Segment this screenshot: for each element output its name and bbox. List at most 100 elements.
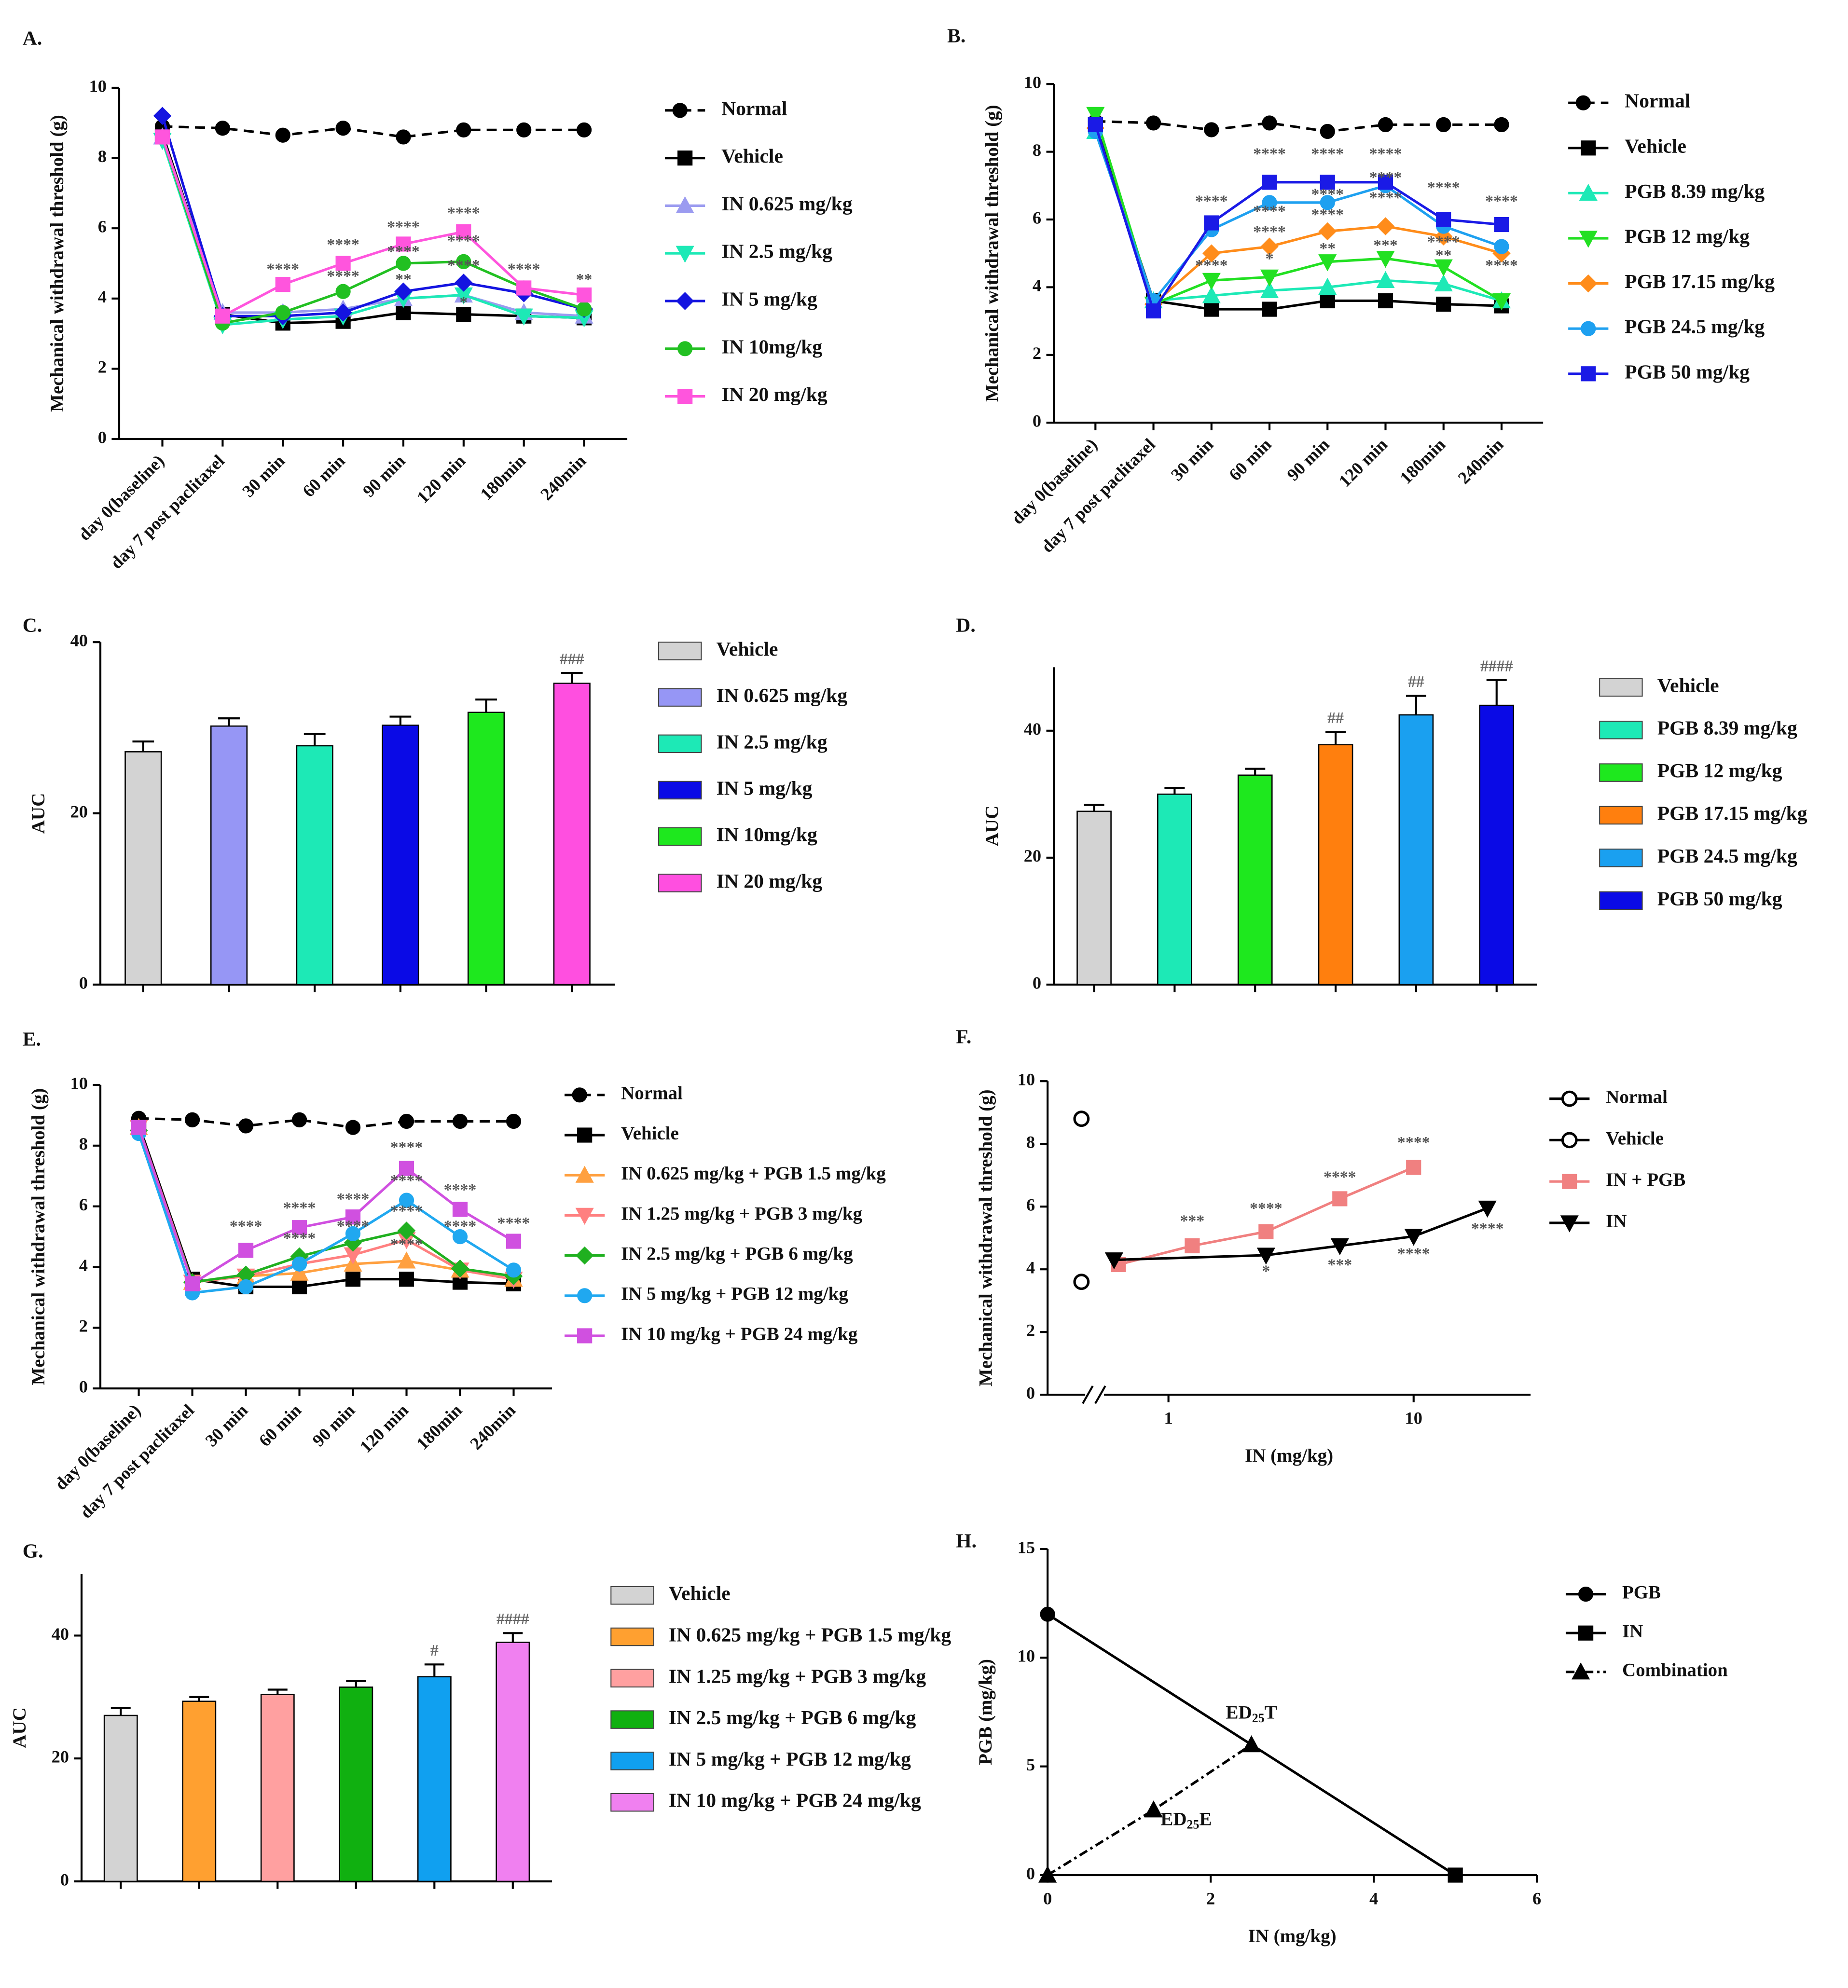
marker (1262, 195, 1277, 210)
marker (1318, 254, 1337, 272)
legend-label: IN + PGB (1606, 1169, 1685, 1190)
x-tick-label: 60 min (1225, 435, 1275, 484)
x-tick-label: 180min (476, 451, 529, 504)
x-tick-label: 30 min (238, 451, 288, 501)
annotation: **** (387, 218, 420, 236)
x-tick-label: 90 min (359, 451, 409, 501)
marker (1144, 1800, 1163, 1818)
y-tick-label: 2 (1026, 1321, 1035, 1340)
legend-label: IN 1.25 mg/kg + PGB 3 mg/kg (669, 1665, 926, 1687)
marker (396, 236, 411, 252)
y-tick-label: 6 (98, 217, 107, 236)
y-tick-label: 40 (52, 1624, 69, 1644)
y-tick-label: 10 (1018, 1646, 1035, 1666)
y-axis-label: Mechanical withdrawal threshold (g) (47, 115, 68, 412)
annotation: **** (1253, 203, 1286, 220)
marker (1448, 1867, 1463, 1883)
bar (1076, 810, 1112, 986)
marker (1492, 293, 1511, 311)
y-tick-label: 0 (79, 1377, 88, 1397)
legend-label: IN 0.625 mg/kg + PGB 1.5 mg/kg (621, 1163, 886, 1184)
annotation: * (459, 293, 468, 311)
y-tick-label: 20 (1024, 846, 1041, 865)
marker (1320, 123, 1335, 139)
annotation: **** (1485, 192, 1518, 210)
marker (1494, 117, 1509, 133)
marker (1436, 117, 1451, 133)
marker (1262, 115, 1277, 131)
marker (291, 1279, 307, 1295)
marker (1185, 1238, 1200, 1254)
x-tick-label: 240min (537, 451, 590, 504)
annotation: **** (444, 1217, 477, 1235)
annotation: **** (337, 1217, 370, 1235)
annotation: **** (390, 1202, 423, 1220)
bar (1237, 774, 1273, 986)
legend-label: PGB 12 mg/kg (1657, 759, 1782, 781)
marker (396, 256, 411, 271)
legend-label: PGB 50 mg/kg (1625, 360, 1750, 383)
marker (1376, 217, 1395, 235)
marker (1204, 215, 1219, 231)
legend-swatch (610, 1627, 654, 1646)
legend-label: Vehicle (721, 145, 783, 167)
marker (1406, 1160, 1421, 1175)
legend-label: IN 2.5 mg/kg + PGB 6 mg/kg (669, 1706, 916, 1728)
x-tick-label: 1 (1164, 1409, 1173, 1428)
marker (335, 121, 351, 136)
marker (1204, 302, 1219, 317)
legend-swatch (658, 642, 702, 660)
annotation-base: ED (1160, 1809, 1186, 1829)
series-line (161, 137, 584, 317)
marker (1088, 117, 1103, 133)
y-tick-label: 0 (60, 1870, 69, 1889)
annotation: **** (444, 1181, 477, 1199)
bar (124, 751, 162, 986)
marker (456, 306, 471, 322)
legend-label: Vehicle (621, 1123, 679, 1144)
annotation: *** (1327, 1256, 1352, 1274)
x-tick-label: 2 (1206, 1889, 1215, 1908)
marker (1260, 237, 1279, 256)
panel-label: F. (956, 1025, 971, 1047)
legend-swatch (658, 827, 702, 846)
legend-marker (677, 151, 693, 166)
legend-swatch (610, 1586, 654, 1605)
legend-label: IN 5 mg/kg (717, 777, 813, 799)
marker (456, 224, 471, 240)
y-tick-label: 0 (1033, 411, 1041, 431)
series-line (138, 1127, 514, 1286)
marker (576, 287, 592, 303)
annotation: ### (560, 650, 584, 668)
legend-label: IN 0.625 mg/kg (717, 684, 848, 706)
annotation: **** (447, 204, 480, 222)
legend-marker (575, 1207, 594, 1225)
x-tick-label: 30 min (202, 1400, 251, 1450)
marker (399, 1272, 414, 1287)
x-tick-label: 120 min (356, 1400, 412, 1456)
marker (1332, 1191, 1348, 1207)
legend-marker (677, 389, 693, 404)
marker (456, 122, 471, 137)
y-axis-label: AUC (981, 806, 1002, 846)
marker (506, 1234, 522, 1249)
legend-marker (572, 1087, 587, 1103)
annotation: **** (1195, 257, 1228, 274)
y-tick-label: 6 (1026, 1195, 1035, 1215)
y-tick-label: 0 (1033, 973, 1041, 992)
series-line (1094, 124, 1502, 314)
series-line (1095, 120, 1502, 133)
annotation: **** (327, 267, 359, 285)
bar (417, 1676, 452, 1882)
annotation-tail: E (1200, 1809, 1212, 1829)
legend-label: IN 1.25 mg/kg + PGB 3 mg/kg (621, 1203, 863, 1224)
y-tick-label: 20 (52, 1747, 69, 1767)
annotation: **** (337, 1190, 370, 1208)
y-axis-label: AUC (28, 793, 49, 834)
x-tick-label: 60 min (255, 1400, 305, 1450)
y-tick-label: 2 (79, 1316, 88, 1336)
x-tick-label: 60 min (299, 451, 348, 501)
y-axis-label: Mechanical withdrawal threshold (g) (981, 105, 1002, 402)
annotation: **** (447, 257, 480, 274)
marker (576, 302, 592, 317)
